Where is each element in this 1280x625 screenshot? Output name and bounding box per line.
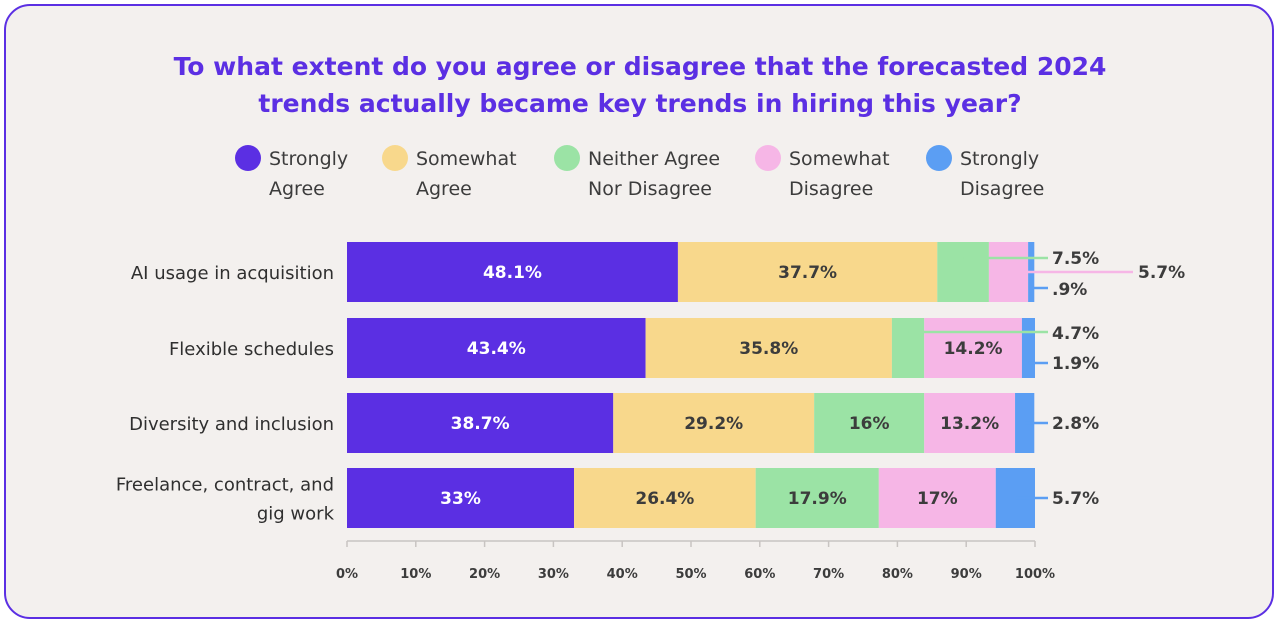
legend-label: Agree <box>269 178 325 200</box>
bar-segment <box>347 468 575 528</box>
legend-label: Disagree <box>789 178 873 200</box>
data-label: 17.9% <box>788 489 847 509</box>
bar-segment <box>924 318 1022 378</box>
bar-segment <box>613 393 815 453</box>
data-label: 16% <box>849 414 890 434</box>
category-label: Diversity and inclusion <box>129 414 334 435</box>
bar-segment <box>1015 393 1035 453</box>
chart-title-line: To what extent do you agree or disagree … <box>174 52 1107 81</box>
data-label: 14.2% <box>944 339 1003 359</box>
x-tick-label: 30% <box>538 567 569 582</box>
data-label: 2.8% <box>1052 414 1099 434</box>
bar-segment <box>677 242 938 302</box>
legend-swatch <box>926 145 952 171</box>
legend-label: Agree <box>416 178 472 200</box>
legend-swatch <box>235 145 261 171</box>
legend-swatch <box>554 145 580 171</box>
legend-label: Strongly <box>960 148 1039 170</box>
bar-segment <box>755 468 879 528</box>
category-label: Flexible schedules <box>169 339 334 360</box>
bar-segment <box>574 468 756 528</box>
x-tick-label: 90% <box>951 567 982 582</box>
category-label: Freelance, contract, and <box>116 475 334 496</box>
x-tick-label: 100% <box>1015 567 1055 582</box>
bar-segment <box>347 318 646 378</box>
chart-title-line: trends actually became key trends in hir… <box>258 89 1021 118</box>
data-label: 43.4% <box>467 339 526 359</box>
legend-label: Neither Agree <box>588 148 720 170</box>
legend-label: Strongly <box>269 148 348 170</box>
x-tick-label: 10% <box>400 567 431 582</box>
bar-segment <box>937 242 989 302</box>
legend-swatch <box>382 145 408 171</box>
bar-segment <box>814 393 925 453</box>
data-label: .9% <box>1052 280 1087 300</box>
legend-swatch <box>755 145 781 171</box>
x-tick-label: 0% <box>336 567 358 582</box>
data-label: 13.2% <box>940 414 999 434</box>
data-label: 37.7% <box>778 263 837 283</box>
category-label: gig work <box>257 504 335 525</box>
legend-label: Somewhat <box>789 148 890 170</box>
bar-segment <box>1021 318 1035 378</box>
data-label: 29.2% <box>684 414 743 434</box>
bar-segment <box>924 393 1016 453</box>
data-label: 17% <box>917 489 958 509</box>
bar-segment <box>891 318 925 378</box>
data-label: 26.4% <box>635 489 694 509</box>
data-label: 5.7% <box>1052 489 1099 509</box>
x-tick-label: 60% <box>744 567 775 582</box>
data-label: 33% <box>440 489 481 509</box>
legend-label: Nor Disagree <box>588 178 712 200</box>
x-tick-label: 50% <box>675 567 706 582</box>
data-label: 7.5% <box>1052 249 1099 269</box>
bar-segment <box>347 242 678 302</box>
category-label: AI usage in acquisition <box>131 263 334 284</box>
bar-segment <box>347 393 614 453</box>
legend-label: Somewhat <box>416 148 517 170</box>
data-label: 48.1% <box>483 263 542 283</box>
bar-segment <box>645 318 892 378</box>
x-tick-label: 70% <box>813 567 844 582</box>
legend-label: Disagree <box>960 178 1044 200</box>
data-label: 38.7% <box>451 414 510 434</box>
bar-segment <box>878 468 996 528</box>
x-tick-label: 20% <box>469 567 500 582</box>
data-label: 35.8% <box>739 339 798 359</box>
data-label: 1.9% <box>1052 354 1099 374</box>
data-label: 4.7% <box>1052 324 1099 344</box>
x-tick-label: 40% <box>607 567 638 582</box>
data-label: 5.7% <box>1138 263 1185 283</box>
x-tick-label: 80% <box>882 567 913 582</box>
